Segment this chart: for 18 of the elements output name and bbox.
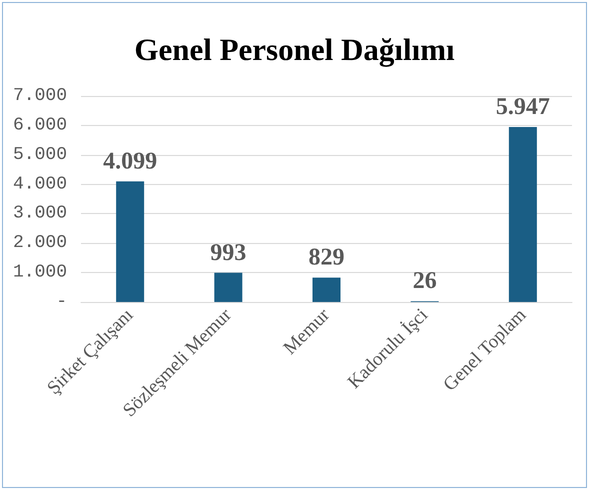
data-label: 993 bbox=[210, 240, 246, 266]
chart-title: Genel Personel Dağılımı bbox=[134, 32, 456, 67]
y-tick-label: 3.000 bbox=[12, 204, 67, 224]
y-tick-label: 1.000 bbox=[12, 262, 67, 283]
bar bbox=[508, 126, 537, 302]
y-tick-label: 7.000 bbox=[12, 86, 67, 106]
bar bbox=[214, 272, 242, 302]
y-tick-label: 2.000 bbox=[12, 233, 67, 254]
y-tick-label: - bbox=[56, 292, 67, 312]
data-label: 4.099 bbox=[103, 148, 158, 174]
data-label: 829 bbox=[308, 244, 344, 271]
y-tick-label: 4.000 bbox=[12, 174, 67, 194]
bar bbox=[312, 278, 340, 302]
data-label: 26 bbox=[412, 268, 437, 294]
bar bbox=[116, 181, 144, 302]
y-tick-label: 5.000 bbox=[12, 144, 67, 165]
data-label: 5.947 bbox=[496, 94, 550, 120]
y-tick-label: 6.000 bbox=[12, 115, 67, 136]
